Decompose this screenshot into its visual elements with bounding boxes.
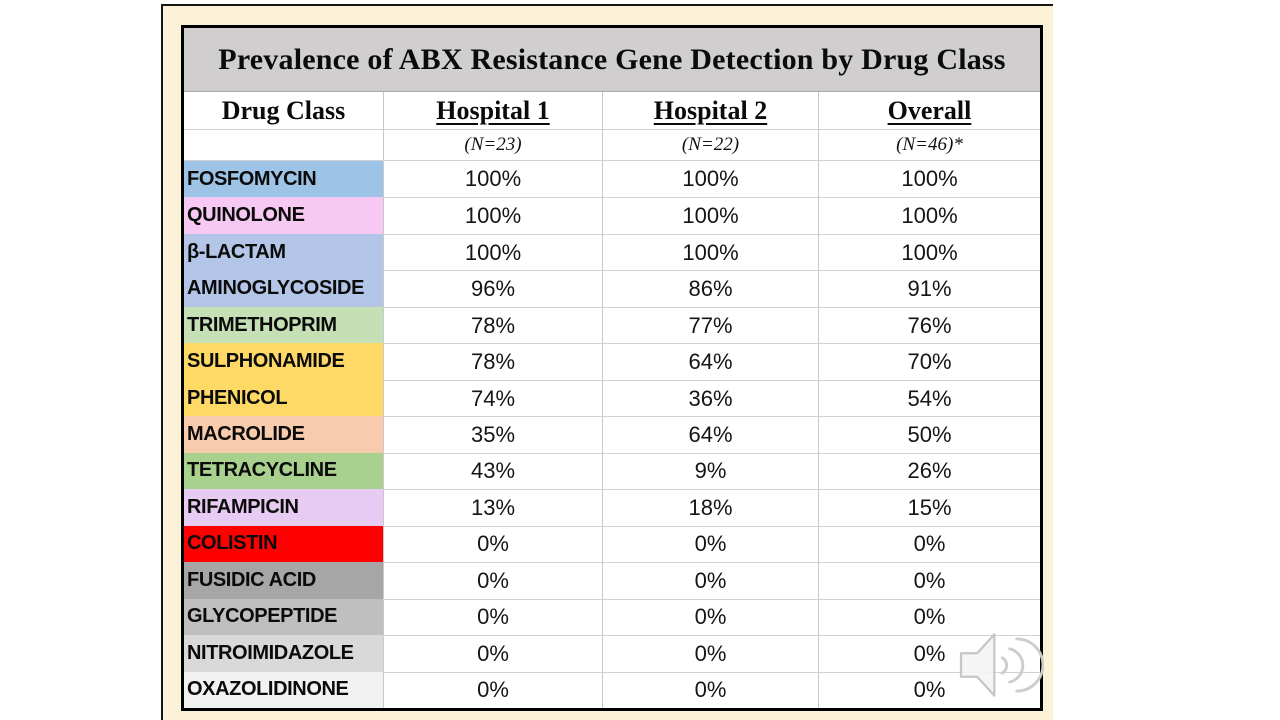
value-cell: 0%: [383, 671, 602, 709]
drug-class-cell: SULPHONAMIDE: [184, 343, 383, 380]
value-cell: 0%: [602, 562, 818, 599]
speaker-horn: [959, 633, 996, 697]
drug-class-cell: PHENICOL: [184, 379, 383, 417]
value-cell: 50%: [818, 416, 1040, 453]
table-row: β-LACTAM 100% 100% 100%: [184, 233, 1040, 271]
drug-class-cell: NITROIMIDAZOLE: [184, 635, 383, 672]
column-header-overall: Overall: [818, 92, 1040, 129]
table-rows: FOSFOMYCIN 100% 100% 100% QUINOLONE 100%…: [184, 160, 1040, 709]
table-row: COLISTIN 0% 0% 0%: [184, 525, 1040, 563]
value-cell: 74%: [383, 379, 602, 417]
drug-class-cell: QUINOLONE: [184, 197, 383, 234]
table-row: PHENICOL 74% 36% 54%: [184, 379, 1040, 417]
table-row: QUINOLONE 100% 100% 100%: [184, 197, 1040, 234]
value-cell: 0%: [818, 562, 1040, 599]
value-cell: 86%: [602, 270, 818, 307]
value-cell: 100%: [602, 197, 818, 234]
value-cell: 0%: [818, 525, 1040, 563]
value-cell: 100%: [818, 197, 1040, 234]
table-row: NITROIMIDAZOLE 0% 0% 0%: [184, 635, 1040, 672]
table-row: RIFAMPICIN 13% 18% 15%: [184, 489, 1040, 526]
value-cell: 100%: [383, 161, 602, 198]
value-cell: 9%: [602, 452, 818, 490]
table-row: TETRACYCLINE 43% 9% 26%: [184, 452, 1040, 490]
value-cell: 96%: [383, 270, 602, 307]
drug-class-cell: TETRACYCLINE: [184, 452, 383, 490]
table-row: FUSIDIC ACID 0% 0% 0%: [184, 562, 1040, 599]
value-cell: 76%: [818, 306, 1040, 344]
value-cell: 0%: [818, 598, 1040, 636]
value-cell: 0%: [383, 635, 602, 672]
value-cell: 54%: [818, 379, 1040, 417]
value-cell: 43%: [383, 452, 602, 490]
drug-class-cell: GLYCOPEPTIDE: [184, 598, 383, 636]
slide-background: Prevalence of ABX Resistance Gene Detect…: [161, 4, 1053, 720]
value-cell: 64%: [602, 416, 818, 453]
table-row: FOSFOMYCIN 100% 100% 100%: [184, 161, 1040, 198]
value-cell: 91%: [818, 270, 1040, 307]
header-row: Drug Class Hospital 1 Hospital 2 Overall: [184, 92, 1040, 129]
value-cell: 0%: [602, 525, 818, 563]
value-cell: 0%: [602, 671, 818, 709]
table-row: TRIMETHOPRIM 78% 77% 76%: [184, 306, 1040, 344]
sample-size-hospital-2: (N=22): [602, 129, 818, 160]
value-cell: 77%: [602, 306, 818, 344]
value-cell: 15%: [818, 489, 1040, 526]
drug-class-cell: FUSIDIC ACID: [184, 562, 383, 599]
value-cell: 0%: [383, 562, 602, 599]
value-cell: 0%: [383, 525, 602, 563]
value-cell: 100%: [383, 197, 602, 234]
value-cell: 78%: [383, 306, 602, 344]
drug-class-cell: FOSFOMYCIN: [184, 161, 383, 198]
drug-class-cell: AMINOGLYCOSIDE: [184, 270, 383, 307]
column-header-drug-class: Drug Class: [221, 95, 346, 125]
table-row: GLYCOPEPTIDE 0% 0% 0%: [184, 598, 1040, 636]
value-cell: 78%: [383, 343, 602, 380]
prevalence-table: Prevalence of ABX Resistance Gene Detect…: [181, 25, 1043, 711]
value-cell: 0%: [383, 598, 602, 636]
value-cell: 35%: [383, 416, 602, 453]
value-cell: 100%: [383, 233, 602, 271]
table-row: AMINOGLYCOSIDE 96% 86% 91%: [184, 270, 1040, 307]
speaker-audio-icon[interactable]: [950, 629, 1044, 701]
value-cell: 36%: [602, 379, 818, 417]
sound-wave-medium: [1008, 647, 1025, 684]
sample-size-empty-cell: [184, 129, 383, 160]
value-cell: 100%: [818, 161, 1040, 198]
value-cell: 13%: [383, 489, 602, 526]
column-header-hospital-1: Hospital 1: [383, 92, 602, 129]
drug-class-cell: OXAZOLIDINONE: [184, 671, 383, 709]
sample-size-hospital-1: (N=23): [383, 129, 602, 160]
drug-class-cell: RIFAMPICIN: [184, 489, 383, 526]
value-cell: 0%: [602, 598, 818, 636]
sound-wave-small: [1000, 656, 1009, 675]
value-cell: 64%: [602, 343, 818, 380]
value-cell: 0%: [818, 635, 1040, 672]
value-cell: 70%: [818, 343, 1040, 380]
sample-size-overall: (N=46)*: [818, 129, 1040, 160]
drug-class-cell: TRIMETHOPRIM: [184, 306, 383, 344]
drug-class-cell: β-LACTAM: [184, 233, 383, 271]
table-row: MACROLIDE 35% 64% 50%: [184, 416, 1040, 453]
value-cell: 100%: [602, 233, 818, 271]
value-cell: 0%: [818, 671, 1040, 709]
column-header-hospital-2: Hospital 2: [602, 92, 818, 129]
value-cell: 18%: [602, 489, 818, 526]
drug-class-cell: MACROLIDE: [184, 416, 383, 453]
sound-wave-large: [1015, 637, 1044, 693]
value-cell: 26%: [818, 452, 1040, 490]
value-cell: 100%: [602, 161, 818, 198]
value-cell: 100%: [818, 233, 1040, 271]
drug-class-cell: COLISTIN: [184, 525, 383, 563]
table-row: OXAZOLIDINONE 0% 0% 0%: [184, 671, 1040, 709]
table-title: Prevalence of ABX Resistance Gene Detect…: [184, 28, 1040, 92]
table-row: SULPHONAMIDE 78% 64% 70%: [184, 343, 1040, 380]
value-cell: 0%: [602, 635, 818, 672]
sample-size-row: (N=23) (N=22) (N=46)*: [184, 129, 1040, 160]
